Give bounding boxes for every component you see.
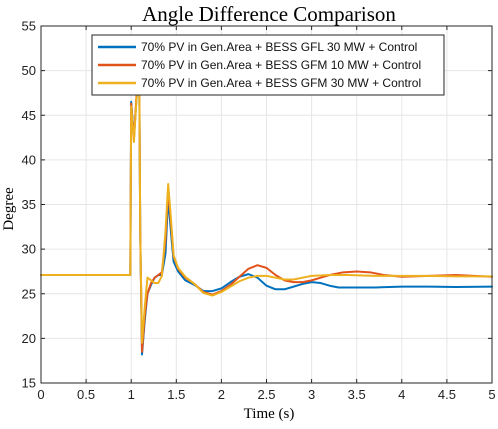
y-tick-label: 35	[22, 197, 36, 212]
y-axis-label: Degree	[1, 187, 17, 231]
x-tick-label: 2	[218, 387, 225, 402]
legend-label-3: 70% PV in Gen.Area + BESS GFM 30 MW + Co…	[141, 76, 421, 90]
x-tick-label: 0.5	[77, 387, 95, 402]
x-tick-label: 3	[308, 387, 315, 402]
x-tick-label: 3.5	[348, 387, 366, 402]
x-tick-label: 1	[128, 387, 135, 402]
y-tick-label: 40	[22, 152, 36, 167]
x-tick-label: 4.5	[438, 387, 456, 402]
y-tick-label: 20	[22, 331, 36, 346]
x-tick-label: 0	[37, 387, 44, 402]
series-layer	[40, 78, 493, 356]
legend-box	[91, 34, 445, 96]
legend-label-1: 70% PV in Gen.Area + BESS GFL 30 MW + Co…	[141, 40, 417, 54]
chart-title: Angle Difference Comparison	[142, 2, 396, 26]
y-tick-label: 25	[22, 286, 36, 301]
y-tick-label: 30	[22, 242, 36, 257]
x-tick-label: 4	[398, 387, 405, 402]
x-tick-label: 5	[488, 387, 495, 402]
y-tick-label: 50	[22, 63, 36, 78]
x-tick-label: 2.5	[257, 387, 275, 402]
series-line-3	[40, 78, 493, 344]
axis-ticks: 0 0.5 1 1.5 2 2.5 3 3.5 4 4.5 5 15 20 25 30 35 40 45 50 55	[22, 19, 496, 403]
legend: 70% PV in Gen.Area + BESS GFL 30 MW + Co…	[91, 34, 445, 96]
y-tick-label: 55	[22, 19, 36, 34]
y-tick-label: 15	[22, 376, 36, 391]
legend-label-2: 70% PV in Gen.Area + BESS GFM 10 MW + Co…	[141, 58, 421, 72]
x-tick-label: 1.5	[167, 387, 185, 402]
x-axis-label: Time (s)	[244, 406, 295, 422]
y-tick-label: 45	[22, 108, 36, 123]
